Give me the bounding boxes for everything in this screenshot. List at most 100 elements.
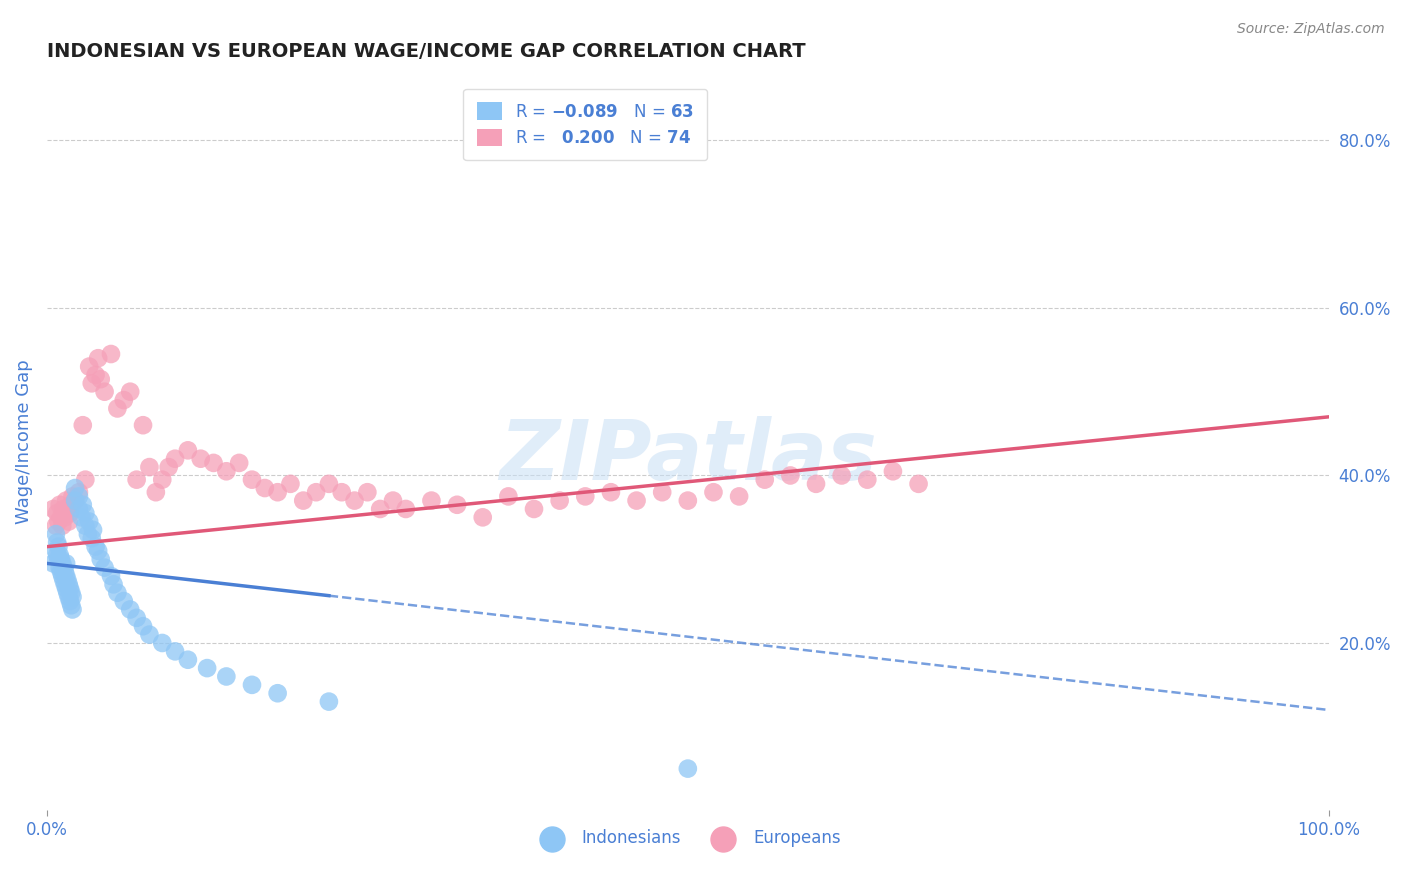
Text: INDONESIAN VS EUROPEAN WAGE/INCOME GAP CORRELATION CHART: INDONESIAN VS EUROPEAN WAGE/INCOME GAP C… xyxy=(46,42,806,61)
Point xyxy=(42,557,65,571)
Legend: Indonesians, Europeans: Indonesians, Europeans xyxy=(529,822,848,854)
Point xyxy=(157,460,180,475)
Point xyxy=(395,502,418,516)
Point xyxy=(49,510,72,524)
Point xyxy=(676,493,699,508)
Point xyxy=(77,359,100,374)
Point xyxy=(420,493,443,508)
Point xyxy=(93,560,115,574)
Point xyxy=(48,560,70,574)
Point xyxy=(53,510,76,524)
Point xyxy=(49,552,72,566)
Point xyxy=(58,577,80,591)
Point xyxy=(77,527,100,541)
Point xyxy=(52,573,75,587)
Point xyxy=(728,490,751,504)
Point xyxy=(112,393,135,408)
Point xyxy=(676,762,699,776)
Point xyxy=(80,531,103,545)
Point xyxy=(55,582,77,596)
Point xyxy=(52,560,75,574)
Point xyxy=(51,569,73,583)
Point xyxy=(80,376,103,391)
Point xyxy=(195,661,218,675)
Point xyxy=(49,565,72,579)
Point xyxy=(125,473,148,487)
Point xyxy=(90,552,112,566)
Point xyxy=(165,451,187,466)
Point xyxy=(150,636,173,650)
Point xyxy=(804,476,827,491)
Point xyxy=(62,490,84,504)
Point xyxy=(60,599,83,613)
Point xyxy=(292,493,315,508)
Point xyxy=(138,460,160,475)
Point xyxy=(55,557,77,571)
Point xyxy=(59,506,82,520)
Point xyxy=(48,515,70,529)
Point xyxy=(45,518,67,533)
Point xyxy=(51,557,73,571)
Point xyxy=(498,490,520,504)
Point xyxy=(779,468,801,483)
Point xyxy=(120,602,142,616)
Point xyxy=(120,384,142,399)
Point xyxy=(46,535,69,549)
Point xyxy=(63,493,86,508)
Point xyxy=(105,401,128,416)
Point xyxy=(702,485,724,500)
Point xyxy=(100,347,122,361)
Point xyxy=(87,544,110,558)
Point xyxy=(55,569,77,583)
Point xyxy=(60,585,83,599)
Text: ZIPatlas: ZIPatlas xyxy=(499,417,877,497)
Point xyxy=(145,485,167,500)
Point xyxy=(177,653,200,667)
Point xyxy=(132,619,155,633)
Point xyxy=(177,443,200,458)
Point xyxy=(138,627,160,641)
Point xyxy=(240,678,263,692)
Point xyxy=(150,473,173,487)
Point xyxy=(67,490,90,504)
Point xyxy=(45,527,67,541)
Point xyxy=(46,506,69,520)
Point xyxy=(72,418,94,433)
Point xyxy=(215,669,238,683)
Point xyxy=(48,552,70,566)
Point xyxy=(59,594,82,608)
Point xyxy=(125,611,148,625)
Point xyxy=(84,540,107,554)
Point xyxy=(63,493,86,508)
Point xyxy=(77,515,100,529)
Point xyxy=(548,493,571,508)
Point xyxy=(266,686,288,700)
Point xyxy=(190,451,212,466)
Point xyxy=(60,498,83,512)
Point xyxy=(93,384,115,399)
Point xyxy=(100,569,122,583)
Point xyxy=(240,473,263,487)
Point xyxy=(90,372,112,386)
Point xyxy=(62,602,84,616)
Point xyxy=(75,506,97,520)
Point xyxy=(58,515,80,529)
Point xyxy=(368,502,391,516)
Point xyxy=(70,510,93,524)
Point xyxy=(105,585,128,599)
Point xyxy=(58,590,80,604)
Point xyxy=(523,502,546,516)
Point xyxy=(48,540,70,554)
Text: Source: ZipAtlas.com: Source: ZipAtlas.com xyxy=(1237,22,1385,37)
Point xyxy=(471,510,494,524)
Point xyxy=(343,493,366,508)
Point xyxy=(600,485,623,500)
Point xyxy=(103,577,125,591)
Point xyxy=(67,485,90,500)
Point xyxy=(202,456,225,470)
Point xyxy=(831,468,853,483)
Point xyxy=(75,473,97,487)
Point xyxy=(48,498,70,512)
Point xyxy=(305,485,328,500)
Point xyxy=(56,573,79,587)
